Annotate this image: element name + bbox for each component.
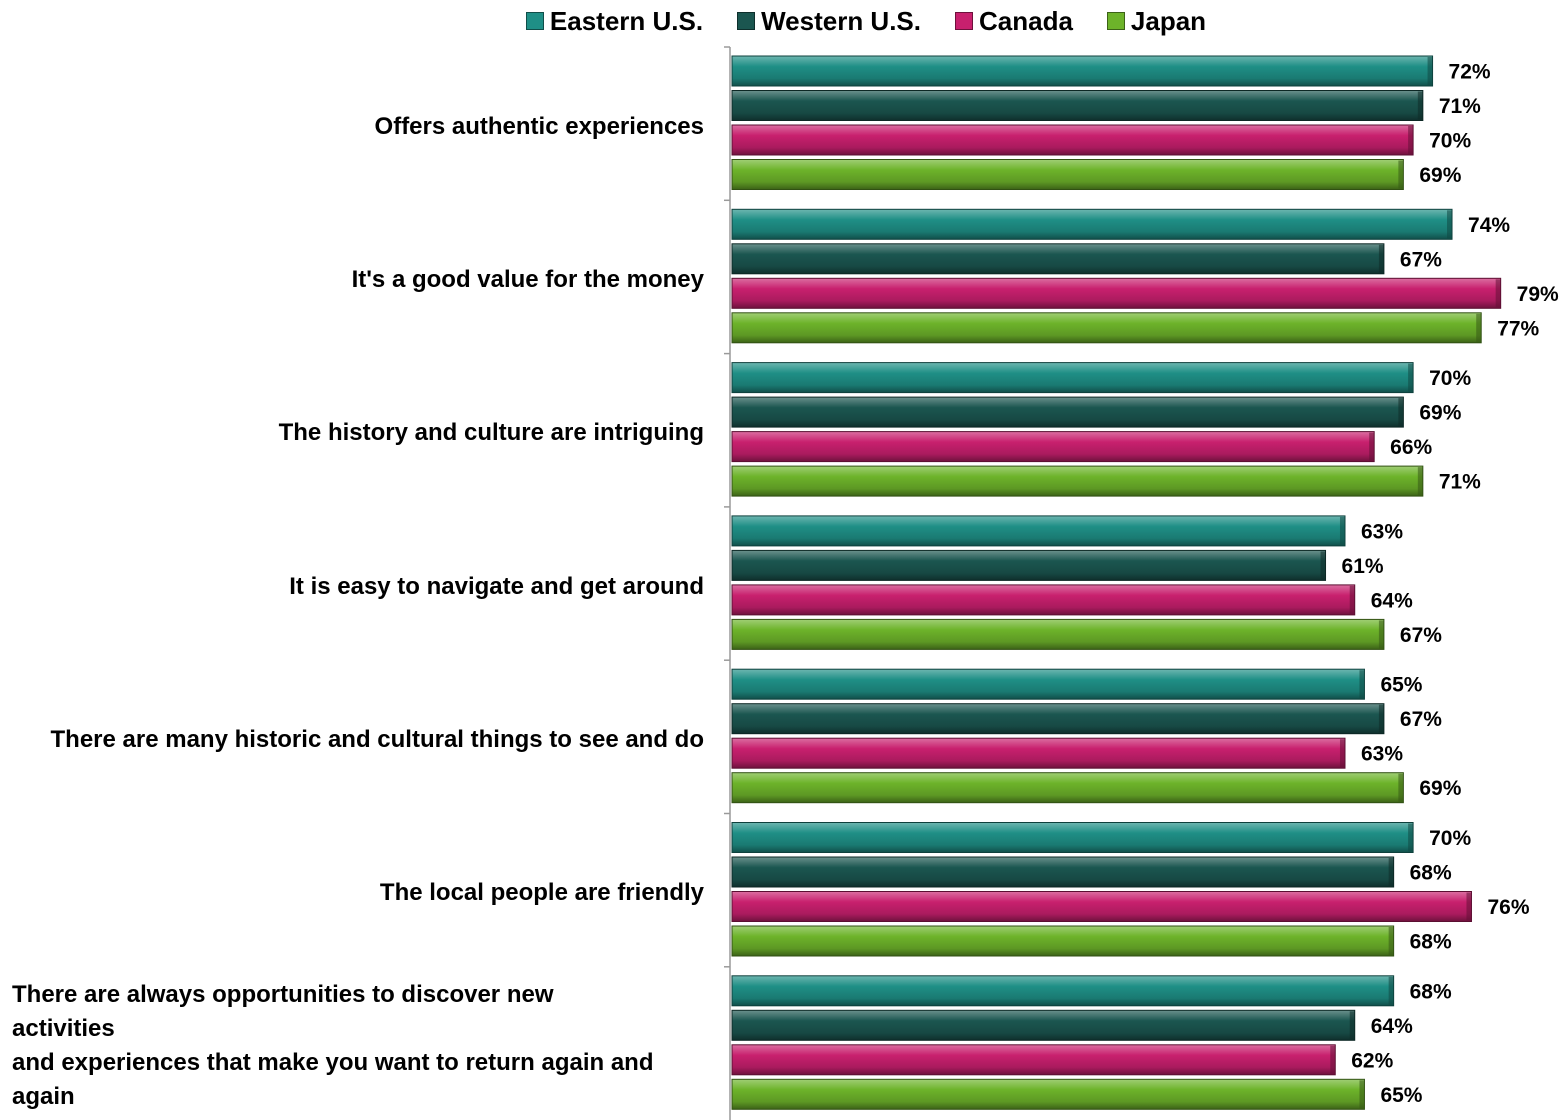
- bar-western-u-s-cat3: [732, 397, 1403, 427]
- bar-end-bevel: [1359, 1080, 1364, 1108]
- bar-canada-cat6: [732, 892, 1471, 922]
- bar-japan-cat3: [732, 466, 1423, 496]
- bar-eastern-u-s-cat7: [732, 976, 1394, 1006]
- data-label: 69%: [1419, 777, 1461, 800]
- bar-japan-cat5: [732, 773, 1403, 803]
- bar-end-bevel: [1476, 314, 1481, 342]
- data-label: 66%: [1390, 436, 1432, 459]
- bar-end-bevel: [1428, 57, 1433, 85]
- bar-end-bevel: [1330, 1046, 1335, 1074]
- data-label: 71%: [1439, 95, 1481, 118]
- bar-end-bevel: [1389, 927, 1394, 955]
- bar-eastern-u-s-cat3: [732, 363, 1413, 393]
- bar-canada-cat5: [732, 738, 1345, 768]
- bar-end-bevel: [1466, 893, 1471, 921]
- data-label: 72%: [1449, 61, 1491, 84]
- bar-end-bevel: [1418, 467, 1423, 495]
- bar-eastern-u-s-cat5: [732, 669, 1364, 699]
- bar-end-bevel: [1408, 824, 1413, 852]
- bar-eastern-u-s-cat1: [732, 56, 1433, 86]
- bar-end-bevel: [1389, 977, 1394, 1005]
- data-label: 62%: [1351, 1049, 1393, 1072]
- bar-eastern-u-s-cat2: [732, 209, 1452, 239]
- data-label: 79%: [1517, 283, 1559, 306]
- bar-end-bevel: [1398, 774, 1403, 802]
- data-label: 67%: [1400, 624, 1442, 647]
- data-label: 67%: [1400, 248, 1442, 271]
- bar-end-bevel: [1369, 433, 1374, 461]
- data-label: 65%: [1380, 674, 1422, 697]
- data-label: 64%: [1371, 1015, 1413, 1038]
- data-label: 69%: [1419, 402, 1461, 425]
- bar-end-bevel: [1408, 364, 1413, 392]
- bar-japan-cat2: [732, 313, 1481, 343]
- data-label: 76%: [1487, 896, 1529, 919]
- data-label: 63%: [1361, 743, 1403, 766]
- bar-japan-cat6: [732, 926, 1394, 956]
- bar-japan-cat7: [732, 1079, 1364, 1109]
- bar-canada-cat2: [732, 278, 1501, 308]
- bar-japan-cat4: [732, 619, 1384, 649]
- bar-canada-cat1: [732, 125, 1413, 155]
- bar-end-bevel: [1340, 517, 1345, 545]
- bar-western-u-s-cat1: [732, 91, 1423, 121]
- data-label: 74%: [1468, 214, 1510, 237]
- data-label: 70%: [1429, 367, 1471, 390]
- bar-end-bevel: [1379, 705, 1384, 733]
- bar-eastern-u-s-cat4: [732, 516, 1345, 546]
- data-label: 61%: [1342, 555, 1384, 578]
- bar-western-u-s-cat5: [732, 704, 1384, 734]
- bar-end-bevel: [1321, 551, 1326, 579]
- data-label: 68%: [1410, 931, 1452, 954]
- bar-end-bevel: [1340, 739, 1345, 767]
- bar-western-u-s-cat6: [732, 857, 1394, 887]
- bar-end-bevel: [1359, 670, 1364, 698]
- bar-end-bevel: [1379, 245, 1384, 273]
- bar-end-bevel: [1496, 279, 1501, 307]
- bar-japan-cat1: [732, 160, 1403, 190]
- data-label: 68%: [1410, 980, 1452, 1003]
- data-label: 70%: [1429, 130, 1471, 153]
- bar-end-bevel: [1350, 1011, 1355, 1039]
- data-label: 71%: [1439, 471, 1481, 494]
- bar-eastern-u-s-cat6: [732, 823, 1413, 853]
- data-label: 70%: [1429, 827, 1471, 850]
- data-label: 65%: [1380, 1084, 1422, 1107]
- bar-canada-cat4: [732, 585, 1355, 615]
- data-label: 77%: [1497, 317, 1539, 340]
- data-label: 68%: [1410, 862, 1452, 885]
- data-label: 69%: [1419, 164, 1461, 187]
- bar-end-bevel: [1408, 126, 1413, 154]
- bar-end-bevel: [1350, 586, 1355, 614]
- data-label: 64%: [1371, 589, 1413, 612]
- bar-end-bevel: [1447, 210, 1452, 238]
- bar-western-u-s-cat2: [732, 244, 1384, 274]
- bar-canada-cat3: [732, 432, 1374, 462]
- bar-western-u-s-cat4: [732, 550, 1326, 580]
- data-label: 67%: [1400, 708, 1442, 731]
- bar-end-bevel: [1398, 398, 1403, 426]
- bar-end-bevel: [1379, 620, 1384, 648]
- bar-western-u-s-cat7: [732, 1010, 1355, 1040]
- data-label: 63%: [1361, 520, 1403, 543]
- bar-end-bevel: [1418, 92, 1423, 120]
- bar-end-bevel: [1389, 858, 1394, 886]
- bar-canada-cat7: [732, 1045, 1335, 1075]
- bar-end-bevel: [1398, 161, 1403, 189]
